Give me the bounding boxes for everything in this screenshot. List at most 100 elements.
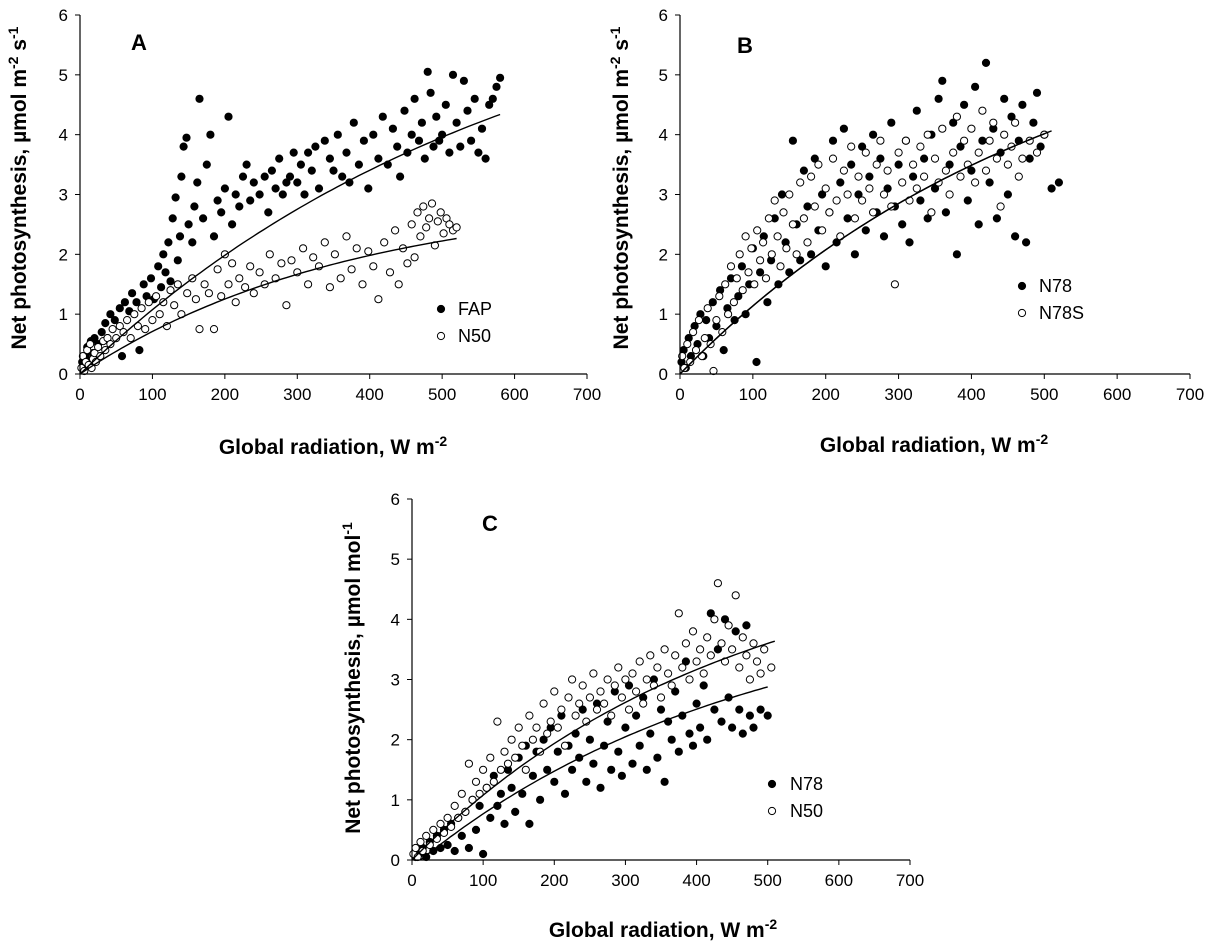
- data-point: [776, 262, 785, 271]
- data-point: [439, 229, 448, 238]
- data-point: [589, 759, 598, 768]
- data-point: [422, 831, 431, 841]
- data-point: [403, 259, 412, 268]
- data-point: [692, 699, 701, 708]
- data-point: [168, 214, 177, 223]
- data-point: [585, 735, 595, 744]
- data-point: [217, 292, 226, 301]
- data-point: [680, 363, 689, 373]
- y-axis-title-sup2: -1: [5, 26, 21, 39]
- data-point: [992, 214, 1002, 223]
- x-tick-label: 300: [283, 385, 311, 404]
- data-point: [788, 220, 798, 229]
- data-point: [407, 130, 416, 139]
- data-point: [624, 681, 634, 690]
- data-point: [238, 172, 248, 181]
- data-point: [204, 289, 213, 298]
- y-tick-label: 3: [59, 186, 68, 205]
- data-point: [624, 705, 634, 714]
- data-point: [391, 226, 400, 235]
- y-tick-label: 2: [391, 731, 400, 750]
- y-tick-label: 1: [391, 791, 400, 810]
- data-point: [470, 94, 479, 103]
- legend-label-n50: N50: [458, 326, 491, 346]
- data-point: [206, 130, 215, 139]
- axes: 0 100 200 300 400 500 600 700 0 1 2 3 4 5 6: [391, 490, 925, 890]
- data-point: [883, 184, 892, 193]
- data-point: [275, 154, 284, 163]
- data-point: [858, 196, 867, 205]
- data-point: [912, 106, 921, 115]
- data-point: [607, 711, 616, 720]
- x-tick-label: 0: [407, 871, 416, 890]
- data-point: [115, 322, 124, 331]
- data-point: [810, 202, 819, 211]
- x-axis-title: Global radiation, W m-2: [820, 431, 1049, 457]
- data-point: [514, 723, 523, 732]
- data-point: [699, 681, 708, 690]
- data-point: [282, 178, 291, 187]
- data-point: [960, 136, 969, 145]
- y-tick-label: 5: [59, 66, 68, 85]
- y-axis-title-text: Net photosynthesis, µmol m: [610, 69, 633, 349]
- data-point: [364, 247, 373, 256]
- data-point: [464, 759, 473, 768]
- data-point: [249, 289, 258, 298]
- data-point: [689, 328, 698, 337]
- data-point: [938, 76, 947, 85]
- data-point: [1003, 190, 1013, 199]
- data-point: [974, 148, 983, 157]
- data-point: [486, 753, 495, 762]
- data-point: [818, 190, 827, 199]
- data-point: [674, 609, 683, 618]
- data-point: [578, 681, 587, 690]
- data-point: [756, 268, 765, 277]
- data-point: [614, 747, 623, 756]
- data-point: [90, 334, 99, 343]
- data-point: [271, 184, 280, 193]
- data-point: [374, 295, 383, 304]
- data-point: [173, 256, 182, 265]
- data-point: [135, 346, 144, 355]
- data-point: [752, 657, 762, 666]
- data-point: [642, 675, 651, 684]
- data-point: [496, 73, 505, 82]
- data-point: [568, 765, 577, 774]
- data-point: [352, 244, 361, 253]
- data-point: [706, 651, 715, 660]
- y-tick-label: 6: [659, 6, 668, 25]
- data-point: [770, 196, 779, 205]
- data-point: [1032, 88, 1042, 97]
- x-tick-label: 400: [957, 385, 985, 404]
- x-tick-label: 700: [573, 385, 601, 404]
- data-point: [159, 250, 168, 259]
- data-point: [528, 771, 538, 780]
- data-point: [854, 190, 863, 199]
- data-point: [752, 357, 761, 367]
- data-point: [685, 675, 694, 684]
- data-point: [550, 687, 559, 696]
- data-point: [850, 250, 860, 259]
- axes: 0 100 200 300 400 500 600 700 0 1 2 3 4 5 6: [659, 6, 1205, 404]
- data-point: [728, 645, 737, 654]
- data-point: [836, 178, 845, 187]
- data-point: [422, 223, 431, 232]
- data-point: [667, 681, 676, 690]
- data-point: [475, 801, 484, 811]
- fit-line: [79, 237, 457, 375]
- data-point: [731, 627, 740, 636]
- data-point: [427, 199, 437, 208]
- data-point: [265, 250, 274, 259]
- data-point: [394, 280, 403, 289]
- data-point: [750, 280, 759, 289]
- x-tick-label: 700: [896, 871, 924, 890]
- legend-label-n78s: N78S: [1039, 303, 1084, 323]
- legend-label-n78: N78: [790, 774, 823, 794]
- data-point: [213, 196, 222, 205]
- data-point: [311, 142, 320, 151]
- data-point: [1029, 118, 1038, 127]
- data-point: [744, 268, 753, 277]
- data-point: [1000, 130, 1009, 139]
- data-point: [691, 346, 701, 355]
- data-point: [235, 274, 244, 283]
